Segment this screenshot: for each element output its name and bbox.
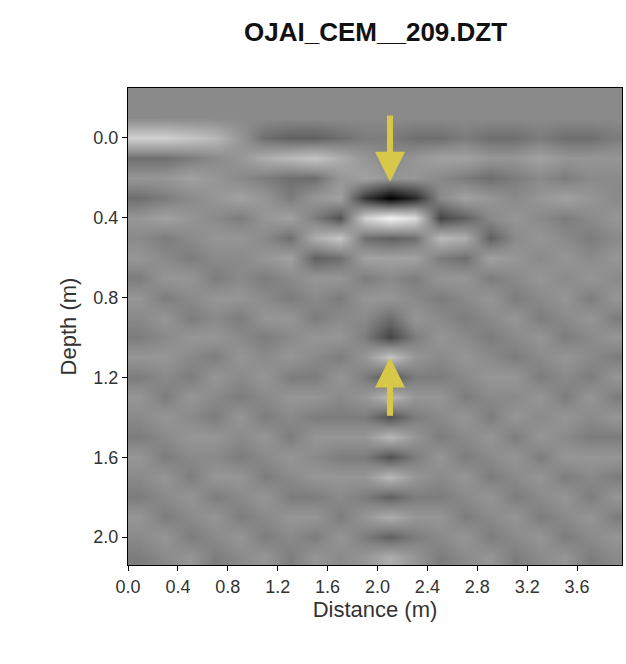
- svg-text:2.4: 2.4: [415, 577, 440, 597]
- svg-text:0.4: 0.4: [165, 577, 190, 597]
- svg-text:3.2: 3.2: [515, 577, 540, 597]
- svg-text:1.2: 1.2: [93, 368, 118, 388]
- svg-text:3.6: 3.6: [565, 577, 590, 597]
- svg-text:0.8: 0.8: [215, 577, 240, 597]
- svg-text:0.8: 0.8: [93, 288, 118, 308]
- svg-text:Distance (m): Distance (m): [313, 597, 438, 622]
- svg-text:0.0: 0.0: [115, 577, 140, 597]
- svg-text:OJAI_CEM__209.DZT: OJAI_CEM__209.DZT: [244, 17, 507, 47]
- svg-text:0.0: 0.0: [93, 128, 118, 148]
- svg-text:2.0: 2.0: [93, 527, 118, 547]
- svg-text:Depth (m): Depth (m): [56, 278, 81, 376]
- svg-text:2.8: 2.8: [465, 577, 490, 597]
- svg-text:1.2: 1.2: [265, 577, 290, 597]
- svg-text:0.4: 0.4: [93, 208, 118, 228]
- svg-text:2.0: 2.0: [365, 577, 390, 597]
- svg-text:1.6: 1.6: [93, 448, 118, 468]
- svg-text:1.6: 1.6: [315, 577, 340, 597]
